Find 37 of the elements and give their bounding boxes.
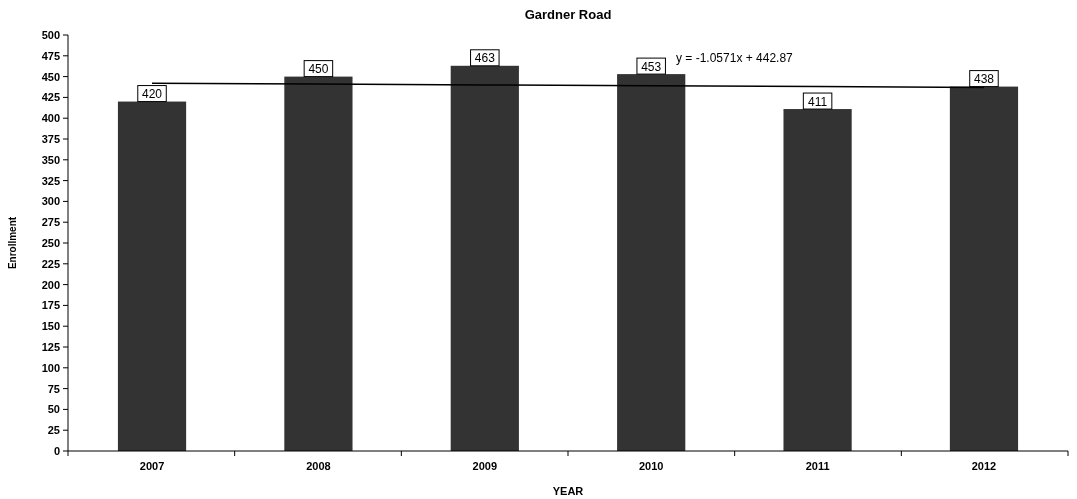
y-tick-label: 425 — [41, 91, 60, 104]
y-tick-label: 475 — [41, 49, 60, 62]
y-axis-title: Enrollment — [7, 216, 18, 270]
y-tick-label: 150 — [41, 320, 60, 333]
data-label: 420 — [142, 87, 163, 102]
y-tick-label: 250 — [41, 237, 60, 249]
y-tick-label: 100 — [41, 361, 60, 374]
data-label: 438 — [973, 72, 995, 87]
data-label: 411 — [808, 94, 828, 109]
data-label: 453 — [641, 59, 662, 74]
y-tick-label: 25 — [47, 424, 60, 437]
y-tick-label: 0 — [53, 445, 60, 457]
x-axis-title: YEAR — [552, 485, 584, 497]
y-tick-label: 125 — [41, 341, 60, 353]
y-tick-label: 300 — [41, 195, 60, 208]
x-tick-label: 2007 — [139, 460, 165, 472]
y-tick-label: 500 — [41, 29, 60, 41]
y-tick-label: 450 — [41, 70, 60, 83]
y-tick-label: 325 — [41, 174, 60, 187]
annotation: y = -1.0571x + 442.87 — [676, 51, 794, 65]
x-tick-label: 2008 — [306, 460, 331, 472]
y-tick-label: 275 — [41, 216, 60, 229]
y-tick-label: 75 — [47, 382, 60, 395]
y-tick-label: 350 — [41, 153, 60, 166]
y-tick-label: 175 — [41, 299, 60, 312]
y-tick-label: 50 — [47, 403, 60, 416]
y-tick-label: 375 — [41, 133, 60, 145]
data-label: 450 — [308, 62, 329, 77]
x-tick-label: 2010 — [638, 460, 664, 472]
y-tick-label: 225 — [41, 257, 60, 270]
data-label: 463 — [474, 51, 496, 66]
x-tick-label: 2012 — [971, 460, 997, 472]
x-tick-label: 2009 — [472, 460, 498, 472]
y-tick-label: 200 — [41, 278, 60, 291]
chart-title: Gardner Road — [524, 7, 612, 22]
x-tick-label: 2011 — [805, 460, 830, 472]
y-tick-label: 400 — [41, 112, 60, 125]
